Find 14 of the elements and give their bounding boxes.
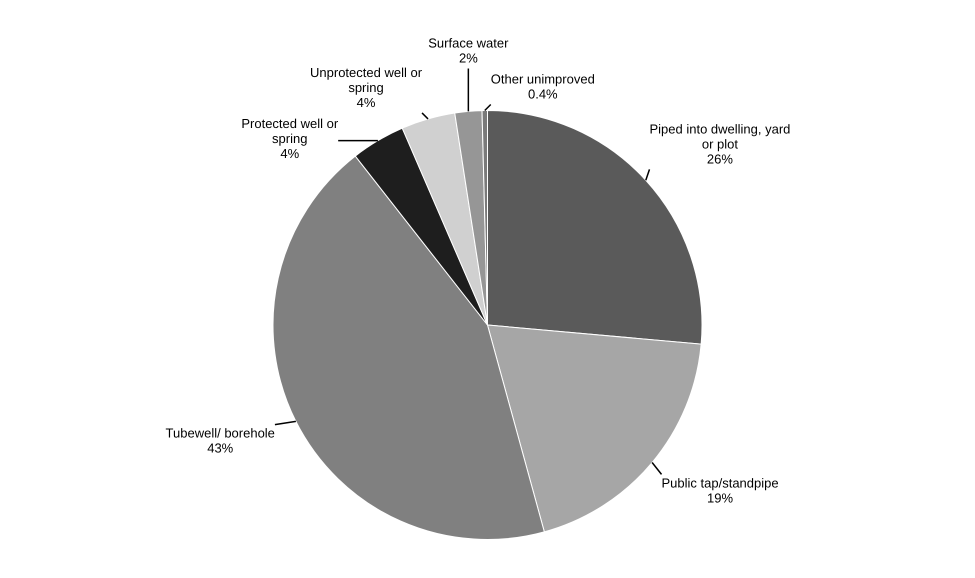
data-label: 4% (280, 146, 300, 161)
data-label: 2% (458, 50, 478, 66)
slice-label: Piped into dwelling, yard or plot (649, 121, 790, 152)
slice-label: Unprotected well or spring (310, 64, 423, 95)
slice-label: Protected well or spring (241, 116, 339, 146)
slice-label: Surface water (428, 36, 510, 51)
slice-label: Public tap/standpipe (662, 475, 779, 490)
data-label: 26% (706, 151, 734, 166)
data-label: 0.4% (528, 86, 558, 102)
slice-label: Other unimproved (490, 72, 595, 87)
slice-label: Tubewell/ borehole (166, 426, 275, 441)
data-label: 19% (707, 490, 734, 506)
data-label: 4% (356, 94, 376, 110)
data-label: 43% (207, 440, 234, 456)
